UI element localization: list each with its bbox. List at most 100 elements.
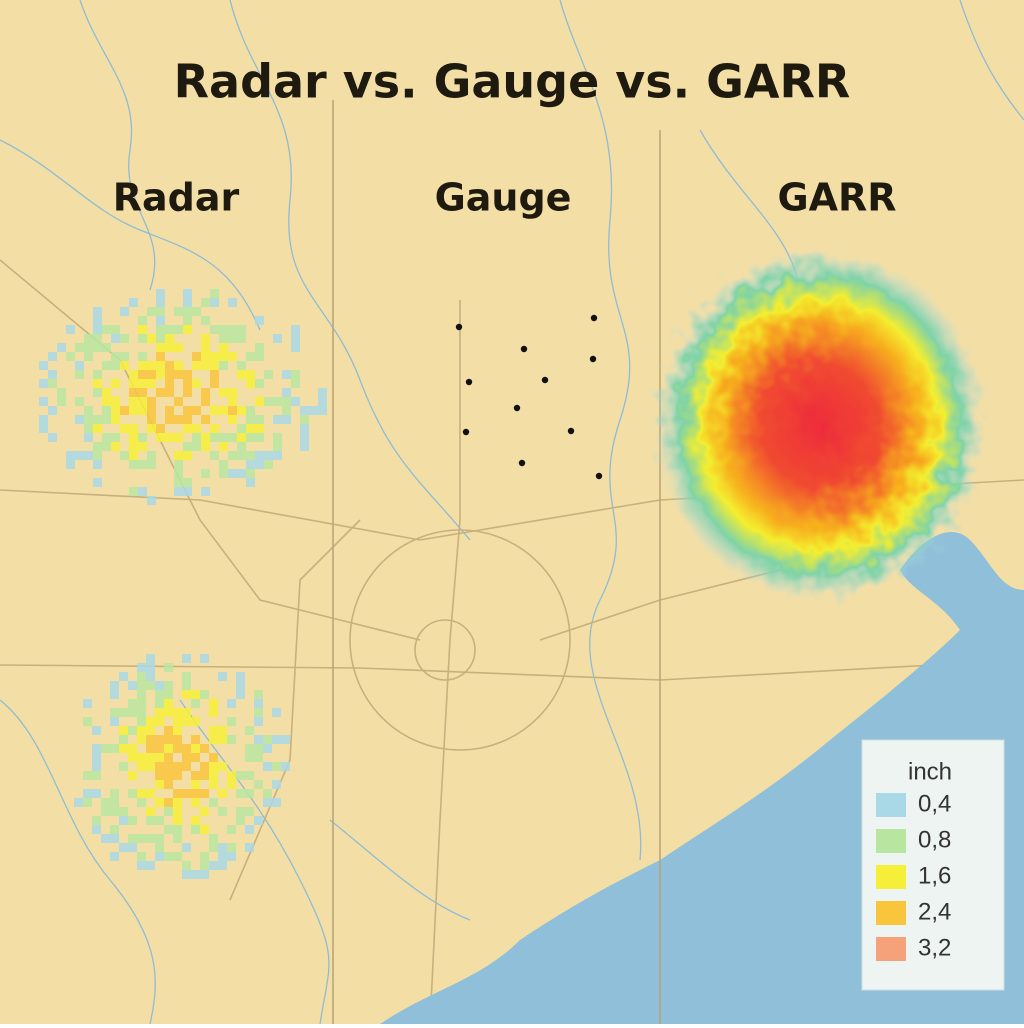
radar-cell <box>120 361 129 370</box>
radar-cell <box>147 415 156 424</box>
radar-cell <box>200 789 209 798</box>
radar-cell <box>219 388 228 397</box>
radar-cell <box>191 717 200 726</box>
radar-cell <box>191 744 200 753</box>
radar-cell <box>84 406 93 415</box>
radar-cell <box>246 451 255 460</box>
radar-cell <box>120 406 129 415</box>
radar-cell <box>282 406 291 415</box>
radar-cell <box>219 406 228 415</box>
radar-cell <box>137 789 146 798</box>
radar-cell <box>84 424 93 433</box>
radar-cell <box>218 789 227 798</box>
radar-cell <box>210 289 219 298</box>
legend-swatch <box>876 865 906 889</box>
radar-cell <box>92 744 101 753</box>
radar-cell <box>137 762 146 771</box>
radar-cell <box>138 406 147 415</box>
gauge-dot <box>541 376 549 384</box>
radar-cell <box>201 316 210 325</box>
radar-cell <box>120 352 129 361</box>
radar-cell <box>164 726 173 735</box>
radar-cell <box>101 744 110 753</box>
radar-cell <box>236 789 245 798</box>
radar-cell <box>164 735 173 744</box>
radar-cell <box>237 361 246 370</box>
radar-cell <box>147 406 156 415</box>
radar-cell <box>92 753 101 762</box>
radar-cell <box>111 361 120 370</box>
radar-cell <box>146 681 155 690</box>
radar-cell <box>182 708 191 717</box>
radar-cell <box>209 771 218 780</box>
radar-cell <box>137 672 146 681</box>
radar-cell <box>164 708 173 717</box>
radar-cell <box>173 798 182 807</box>
radar-cell <box>200 825 209 834</box>
radar-cell <box>209 708 218 717</box>
radar-cell <box>146 663 155 672</box>
radar-cell <box>210 424 219 433</box>
radar-cell <box>210 361 219 370</box>
radar-cell <box>255 424 264 433</box>
radar-cell <box>174 415 183 424</box>
radar-cell <box>228 388 237 397</box>
radar-cell <box>129 460 138 469</box>
radar-cell <box>156 325 165 334</box>
radar-cell <box>210 406 219 415</box>
radar-cell <box>219 352 228 361</box>
radar-cell <box>84 433 93 442</box>
radar-cell <box>209 834 218 843</box>
radar-cell <box>138 361 147 370</box>
radar-cell <box>246 460 255 469</box>
radar-cell <box>218 843 227 852</box>
radar-cell <box>137 726 146 735</box>
radar-cell <box>201 433 210 442</box>
radar-cell <box>110 717 119 726</box>
radar-cell <box>155 843 164 852</box>
radar-cell <box>119 672 128 681</box>
radar-cell <box>155 699 164 708</box>
radar-cell <box>102 433 111 442</box>
radar-cell <box>165 415 174 424</box>
radar-cell <box>137 861 146 870</box>
radar-cell <box>219 334 228 343</box>
radar-cell <box>147 424 156 433</box>
radar-cell <box>183 451 192 460</box>
radar-cell <box>119 816 128 825</box>
radar-cell <box>93 379 102 388</box>
radar-cell <box>93 415 102 424</box>
radar-cell <box>174 478 183 487</box>
radar-cell <box>39 361 48 370</box>
radar-cell <box>138 334 147 343</box>
radar-cell <box>155 780 164 789</box>
radar-cell <box>192 379 201 388</box>
radar-cell <box>66 352 75 361</box>
radar-cell <box>138 487 147 496</box>
radar-cell <box>128 843 137 852</box>
radar-cell <box>146 762 155 771</box>
radar-cell <box>183 325 192 334</box>
radar-cell <box>48 406 57 415</box>
radar-cell <box>57 343 66 352</box>
radar-cell <box>155 753 164 762</box>
radar-cell <box>75 451 84 460</box>
radar-cell <box>156 289 165 298</box>
radar-cell <box>264 370 273 379</box>
radar-cell <box>147 370 156 379</box>
radar-cell <box>245 771 254 780</box>
radar-cell <box>48 433 57 442</box>
radar-cell <box>236 816 245 825</box>
radar-cell <box>173 744 182 753</box>
radar-cell <box>129 379 138 388</box>
radar-cell <box>173 807 182 816</box>
panel-label: GARR <box>777 176 896 220</box>
radar-cell <box>84 415 93 424</box>
radar-cell <box>147 334 156 343</box>
radar-cell <box>209 735 218 744</box>
radar-cell <box>218 762 227 771</box>
radar-cell <box>92 825 101 834</box>
radar-cell <box>92 789 101 798</box>
radar-cell <box>111 442 120 451</box>
radar-cell <box>102 442 111 451</box>
